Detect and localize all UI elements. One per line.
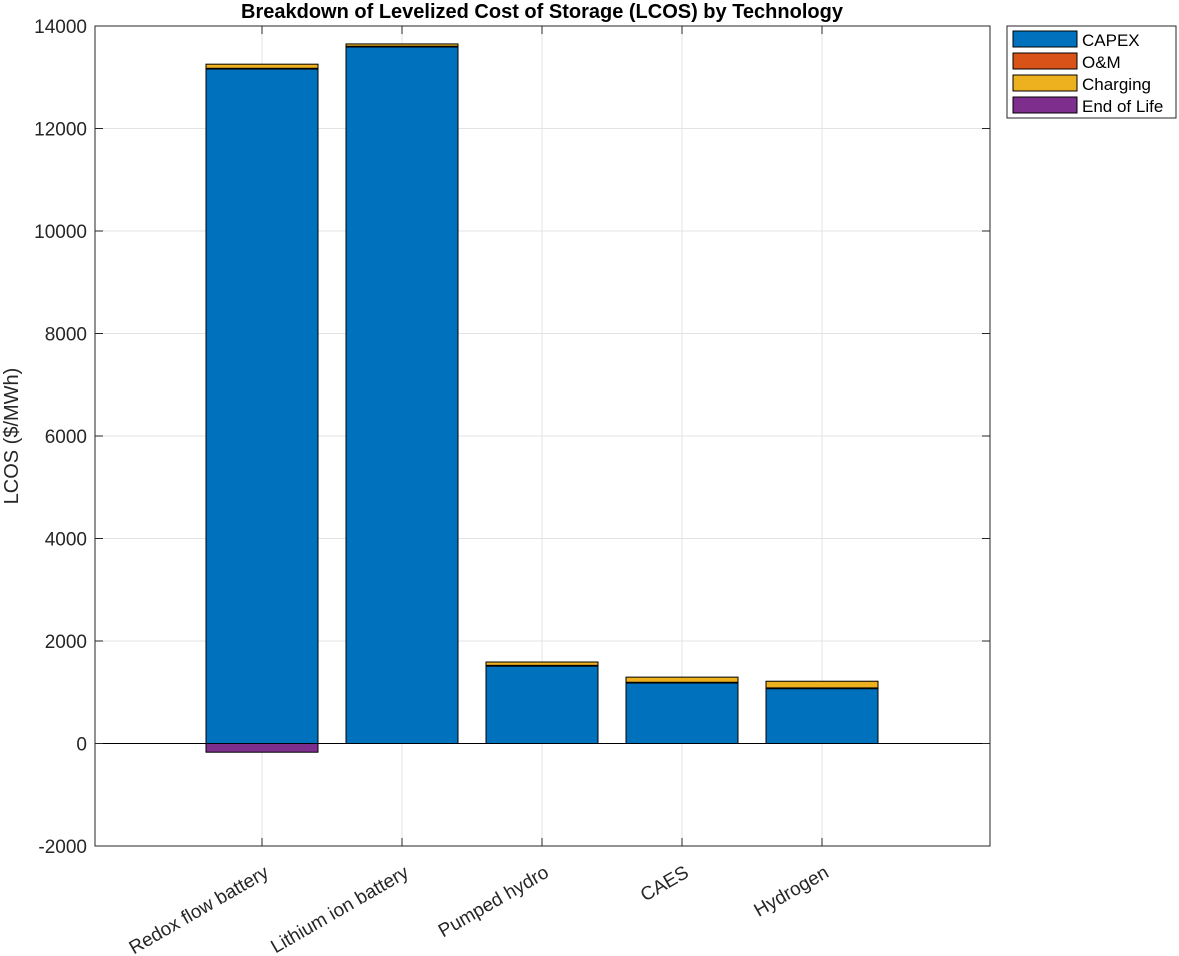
- y-tick-label: 10000: [34, 222, 87, 243]
- bar-segment-charging: [765, 680, 879, 689]
- y-tick-label: 14000: [34, 17, 87, 38]
- x-tick-label: Pumped hydro: [435, 862, 553, 942]
- x-tick-label: CAES: [637, 862, 692, 906]
- bar-segment-charging: [345, 43, 459, 47]
- y-tick-label: 2000: [45, 632, 87, 653]
- legend-entry-label: End of Life: [1082, 97, 1163, 116]
- bar-segment-end-of-life: [205, 743, 319, 753]
- bar-stacks: [205, 43, 879, 753]
- y-tick-label: 12000: [34, 120, 87, 141]
- bar-segment-charging: [485, 661, 599, 666]
- legend-swatch: [1012, 74, 1078, 92]
- bar-segment-capex: [205, 68, 319, 745]
- bar-segment-charging: [205, 63, 319, 69]
- y-tick-label: 4000: [45, 530, 87, 551]
- y-tick-label: 8000: [45, 325, 87, 346]
- legend-entry-label: Charging: [1082, 75, 1151, 94]
- legend-entry-label: O&M: [1082, 53, 1121, 72]
- x-tick-label: Hydrogen: [751, 862, 833, 921]
- x-tick-label: Redox flow battery: [126, 862, 273, 956]
- bar-segment-capex: [345, 46, 459, 744]
- y-tick-label: 0: [76, 735, 87, 756]
- legend: CAPEX O&M Charging End of Life: [1006, 25, 1177, 119]
- legend-swatch: [1012, 30, 1078, 48]
- bar-segment-capex: [485, 665, 599, 744]
- chart-title: Breakdown of Levelized Cost of Storage (…: [241, 1, 844, 23]
- bar-segment-capex: [625, 682, 739, 745]
- bar-segment-capex: [765, 688, 879, 744]
- x-tick-label: Lithium ion battery: [268, 862, 413, 956]
- y-tick-label: 6000: [45, 427, 87, 448]
- bar-segment-charging: [625, 676, 739, 683]
- y-axis-ticks: -2000 0 2000 4000 6000 8000 10000 12000 14000: [34, 17, 990, 858]
- legend-swatch: [1012, 96, 1078, 114]
- y-axis-label: LCOS ($/MWh): [1, 368, 23, 505]
- legend-swatch: [1012, 52, 1078, 70]
- legend-entry-label: CAPEX: [1082, 31, 1140, 50]
- y-tick-label: -2000: [38, 837, 87, 858]
